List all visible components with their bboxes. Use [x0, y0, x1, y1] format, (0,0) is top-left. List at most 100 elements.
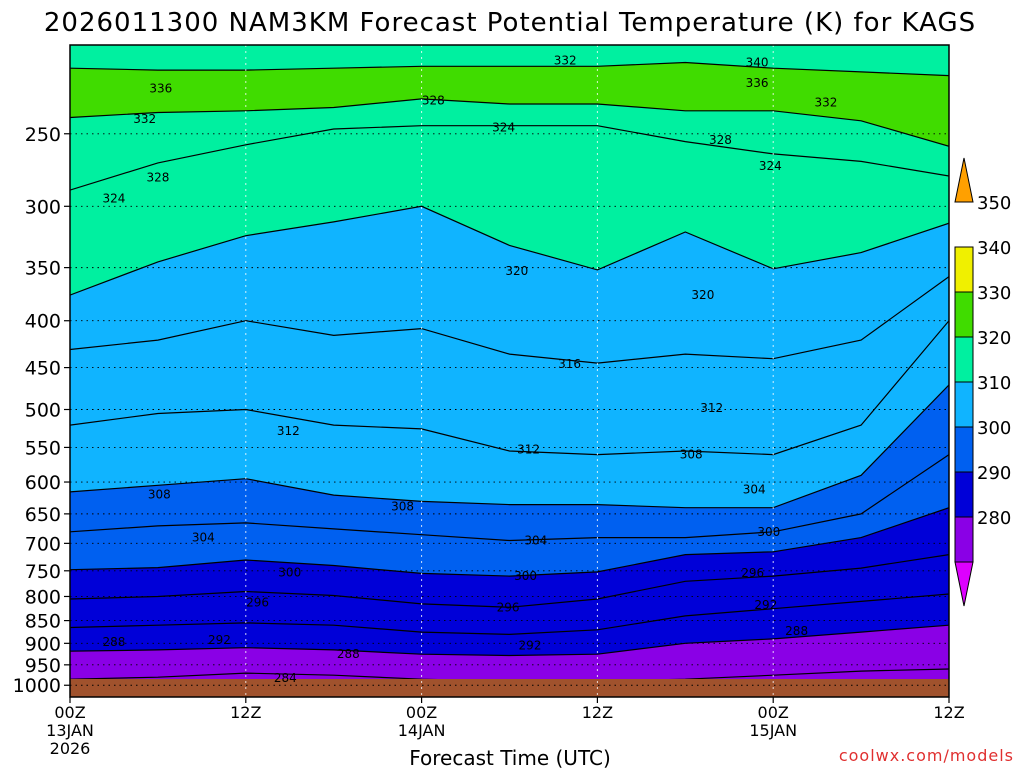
contour-label-14: 316 — [558, 357, 581, 371]
colorbar-label-340: 340 — [977, 238, 1011, 259]
y-tick-label-850: 850 — [25, 611, 61, 633]
contour-label-24: 300 — [278, 565, 301, 579]
contour-label-7: 328 — [146, 170, 169, 184]
contour-label-8: 328 — [709, 133, 732, 147]
contour-label-28: 296 — [497, 600, 520, 614]
colorbar-seg-5 — [954, 336, 974, 383]
contour-labels: 336 332 332 340 336 332 328 328 328 324 324 324 320 3… — [102, 54, 837, 685]
plot-frame — [69, 44, 950, 698]
contour-label-17: 312 — [700, 401, 723, 415]
contour-label-12: 320 — [505, 264, 528, 278]
x-axis-label: Forecast Time (UTC) — [409, 746, 611, 768]
contour-label-27: 296 — [246, 595, 269, 609]
isentrope-300 — [70, 507, 949, 577]
contour-label-10: 324 — [759, 159, 782, 173]
y-tick-label-800: 800 — [25, 586, 61, 608]
contour-label-29: 296 — [741, 566, 764, 580]
y-tick-label-750: 750 — [25, 561, 61, 583]
colorbar-label-300: 300 — [977, 418, 1011, 439]
contour-label-1: 332 — [133, 112, 156, 126]
contour-label-18: 308 — [148, 487, 171, 501]
contour-label-30: 292 — [208, 633, 231, 647]
colorbar-label-290: 290 — [977, 463, 1011, 484]
y-tick-label-550: 550 — [25, 437, 61, 459]
credit-text: coolwx.com/models — [839, 746, 1014, 765]
colorbar-seg-3 — [954, 426, 974, 473]
x-tick-time-2: 00Z — [406, 703, 437, 722]
isentrope-316 — [70, 276, 949, 364]
isentrope-288 — [70, 624, 949, 657]
colorbar: 280 290 300 310 320 330 340 350 — [954, 157, 1011, 607]
x-tick-time-0: 00Z — [54, 703, 85, 722]
contour-label-16: 312 — [517, 443, 540, 457]
contour-label-36: 284 — [274, 671, 297, 685]
contour-label-25: 300 — [514, 569, 537, 583]
colorbar-seg-6 — [954, 291, 974, 338]
contour-label-23: 304 — [743, 482, 766, 496]
colorbar-seg-2 — [954, 471, 974, 518]
isentrope-304 — [70, 454, 949, 542]
chart-title: 2026011300 NAM3KM Forecast Potential Tem… — [44, 8, 976, 38]
y-tick-label-400: 400 — [25, 311, 61, 333]
colorbar-seg-4 — [954, 381, 974, 428]
contour-label-11: 324 — [102, 191, 125, 205]
isentrope-312 — [70, 320, 949, 456]
y-axis: 2503003504004505005506006507007508008509… — [13, 124, 70, 697]
isentrope-320 — [70, 205, 949, 296]
y-tick-label-700: 700 — [25, 533, 61, 555]
contour-label-35: 288 — [785, 624, 808, 638]
x-tick-date-0: 13JAN — [46, 721, 94, 740]
x-tick-time-5: 12Z — [933, 703, 964, 722]
grid-lines — [70, 45, 949, 697]
contour-label-20: 308 — [680, 448, 703, 462]
x-tick-time-1: 12Z — [230, 703, 261, 722]
contour-label-34: 288 — [337, 647, 360, 661]
x-tick-year-0: 2026 — [50, 739, 91, 758]
colorbar-arrow-low — [954, 561, 974, 607]
y-tick-label-450: 450 — [25, 358, 61, 380]
contour-label-21: 304 — [192, 531, 215, 545]
x-tick-time-3: 12Z — [582, 703, 613, 722]
colorbar-label-330: 330 — [977, 283, 1011, 304]
colorbar-label-280: 280 — [977, 508, 1011, 529]
x-tick-date-4: 15JAN — [749, 721, 797, 740]
isentrope-324 — [70, 125, 949, 191]
y-tick-label-350: 350 — [25, 258, 61, 280]
colorbar-label-350: 350 — [977, 193, 1011, 214]
y-tick-label-1000: 1000 — [13, 675, 61, 697]
contour-label-3: 340 — [746, 56, 769, 70]
contour-label-2: 332 — [554, 54, 577, 68]
contour-label-31: 292 — [519, 639, 542, 653]
contour-label-22: 304 — [524, 534, 547, 548]
isentrope-328 — [70, 98, 949, 147]
y-tick-label-300: 300 — [25, 196, 61, 218]
contour-label-13: 320 — [691, 288, 714, 302]
y-tick-label-250: 250 — [25, 124, 61, 146]
isentrope-332 — [70, 61, 949, 77]
colorbar-label-310: 310 — [977, 373, 1011, 394]
isentrope-292 — [70, 593, 949, 636]
y-tick-label-950: 950 — [25, 655, 61, 677]
y-tick-label-650: 650 — [25, 504, 61, 526]
contour-label-19: 308 — [391, 499, 414, 513]
contour-label-0: 336 — [149, 81, 172, 95]
colorbar-seg-1 — [954, 516, 974, 563]
y-tick-label-600: 600 — [25, 472, 61, 494]
x-tick-time-4: 00Z — [758, 703, 789, 722]
isentrope-296 — [70, 554, 949, 608]
contour-label-26: 300 — [757, 525, 780, 539]
contour-label-32: 292 — [754, 598, 777, 612]
contour-label-15: 312 — [277, 424, 300, 438]
ground-surface — [70, 679, 949, 697]
x-tick-date-2: 14JAN — [398, 721, 446, 740]
contour-label-4: 336 — [746, 76, 769, 90]
contour-label-33: 288 — [102, 635, 125, 649]
colorbar-arrow-high — [954, 157, 974, 203]
contour-label-9: 324 — [492, 120, 515, 134]
colorbar-label-320: 320 — [977, 328, 1011, 349]
contour-label-6: 328 — [422, 94, 445, 108]
colorbar-seg-7 — [954, 246, 974, 293]
contour-label-5: 332 — [814, 95, 837, 109]
